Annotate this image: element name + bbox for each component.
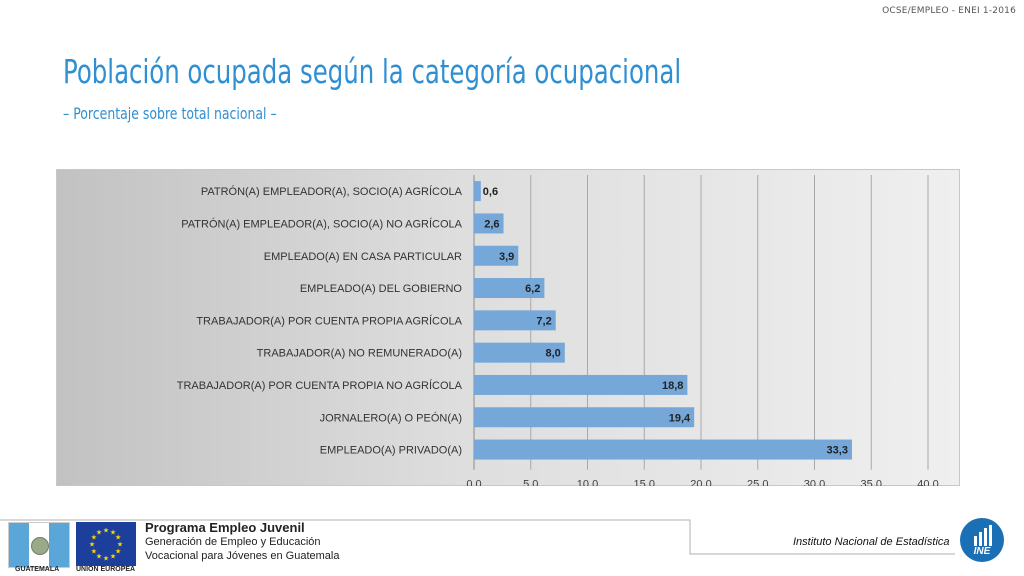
flag-gt-label: GUATEMALA <box>15 566 60 573</box>
data-label: 7,2 <box>536 315 551 327</box>
flag-eu-label: UNIÓN EUROPEA <box>76 566 136 573</box>
chart-area: 0,0 5,0 10,0 15,0 20,0 25,0 30,0 35,0 40,0 PATRÓN… <box>56 169 960 491</box>
category-label: EMPLEADO(A) DEL GOBIERNO <box>300 283 463 295</box>
data-label: 3,9 <box>499 251 514 263</box>
category-label: PATRÓN(A) EMPLEADOR(A), SOCIO(A) AGRÍCOL… <box>201 185 463 198</box>
x-tick-label: 40,0 <box>917 479 938 486</box>
header-tag: OCSE/EMPLEO - ENEI 1-2016 <box>882 6 1016 16</box>
category-label: EMPLEADO(A) PRIVADO(A) <box>320 445 462 457</box>
eu-flag-icon: ★ ★ ★ ★ ★ ★ ★ ★ ★ ★ ★ ★ <box>76 522 136 566</box>
x-tick-label: 0,0 <box>466 479 481 486</box>
x-tick-label: 20,0 <box>690 479 711 486</box>
star-icon: ★ <box>110 553 116 561</box>
institute-name: Instituto Nacional de Estadística <box>793 536 950 548</box>
star-icon: ★ <box>103 555 109 563</box>
star-icon: ★ <box>115 534 121 542</box>
program-line-2: Vocacional para Jóvenes en Guatemala <box>145 550 340 562</box>
bar <box>474 439 852 460</box>
x-tick-label: 25,0 <box>747 479 768 486</box>
category-label: TRABAJADOR(A) POR CUENTA PROPIA NO AGRÍC… <box>177 379 463 392</box>
data-label: 19,4 <box>669 412 691 424</box>
bar <box>474 213 504 234</box>
star-icon: ★ <box>91 534 97 542</box>
category-label: TRABAJADOR(A) POR CUENTA PROPIA AGRÍCOLA <box>196 314 462 327</box>
x-tick-label: 30,0 <box>804 479 825 486</box>
category-label: JORNALERO(A) O PEÓN(A) <box>320 411 462 424</box>
star-icon: ★ <box>110 528 116 536</box>
bar <box>474 310 556 331</box>
category-label: EMPLEADO(A) EN CASA PARTICULAR <box>264 251 462 263</box>
star-icon: ★ <box>115 548 121 556</box>
x-tick-label: 5,0 <box>523 479 538 486</box>
page-title: Población ocupada según la categoría ocu… <box>63 52 682 91</box>
coat-of-arms-icon <box>31 537 49 555</box>
star-icon: ★ <box>91 548 97 556</box>
x-tick-label: 10,0 <box>577 479 598 486</box>
category-label: TRABAJADOR(A) NO REMUNERADO(A) <box>257 348 462 360</box>
bar <box>474 181 481 202</box>
star-icon: ★ <box>96 553 102 561</box>
ine-logo-text: INE <box>973 546 991 557</box>
data-label: 6,2 <box>525 283 540 295</box>
program-line-1: Generación de Empleo y Educación <box>145 536 321 548</box>
page-subtitle: – Porcentaje sobre total nacional – <box>63 104 277 123</box>
star-icon: ★ <box>89 541 95 549</box>
bar <box>474 245 519 266</box>
star-icon: ★ <box>96 528 102 536</box>
guatemala-flag-icon <box>8 522 70 568</box>
x-tick-label: 35,0 <box>861 479 882 486</box>
program-name: Programa Empleo Juvenil <box>145 520 305 535</box>
category-label: PATRÓN(A) EMPLEADOR(A), SOCIO(A) NO AGRÍ… <box>181 217 462 230</box>
data-label: 2,6 <box>484 218 499 230</box>
data-label: 8,0 <box>546 348 561 360</box>
footer-divider <box>0 519 955 555</box>
star-icon: ★ <box>103 527 109 535</box>
ine-logo-icon: INE <box>960 518 1004 562</box>
data-label: 0,6 <box>483 186 498 198</box>
data-label: 33,3 <box>827 445 848 457</box>
x-tick-label: 15,0 <box>634 479 655 486</box>
bar <box>474 278 545 299</box>
bar-chart: 0,0 5,0 10,0 15,0 20,0 25,0 30,0 35,0 40,0 PATRÓN… <box>56 169 960 491</box>
bar <box>474 407 695 428</box>
bar <box>474 374 688 395</box>
bar <box>474 342 565 363</box>
data-label: 18,8 <box>662 380 683 392</box>
star-icon: ★ <box>117 541 123 549</box>
footer: GUATEMALA ★ ★ ★ ★ ★ ★ ★ ★ ★ ★ ★ ★ UNIÓN EUROPEA Pro… <box>0 514 1024 576</box>
